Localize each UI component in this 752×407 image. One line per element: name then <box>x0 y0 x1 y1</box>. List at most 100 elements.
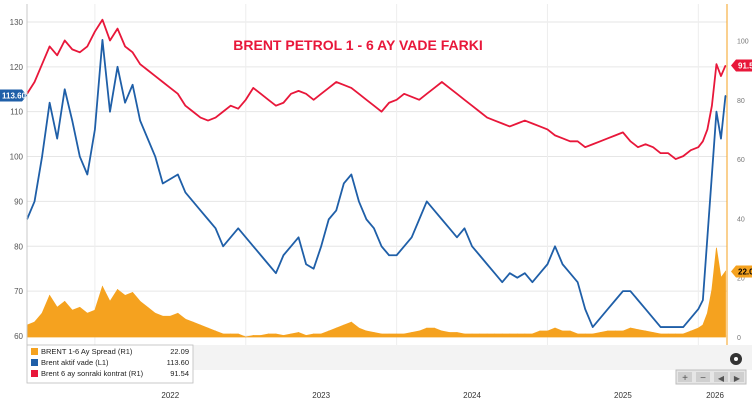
series-point <box>433 87 435 89</box>
series-point <box>350 174 352 175</box>
zoom-controls: + − ◀ ▶ <box>675 369 747 385</box>
spread-point <box>456 332 458 333</box>
legend-box <box>26 344 194 384</box>
spread-point <box>479 333 480 335</box>
series-point <box>41 156 43 158</box>
series-point <box>724 65 726 67</box>
series-point <box>56 138 58 140</box>
series-point <box>86 45 88 47</box>
series-point <box>509 125 511 127</box>
legend-swatch <box>31 348 38 355</box>
series-point <box>343 84 345 86</box>
series-point <box>471 105 473 107</box>
right-tick-label: 20 <box>737 276 745 283</box>
spread-point <box>509 333 511 335</box>
pan-right-button[interactable]: ▶ <box>730 372 744 383</box>
series-point <box>706 128 708 130</box>
series-point <box>690 149 692 151</box>
spread-point <box>222 333 224 335</box>
badge-right-orange: 22.09 <box>731 265 752 278</box>
series-point <box>411 96 413 98</box>
spread-point <box>418 330 420 332</box>
right-tick-label: 100 <box>737 38 749 45</box>
series-point <box>524 120 526 122</box>
spread-point <box>200 324 201 326</box>
spread-point <box>169 315 171 317</box>
spread-point <box>577 333 579 335</box>
series-point <box>192 200 194 202</box>
spread-point <box>660 333 662 335</box>
zoom-out-button[interactable]: − <box>696 372 710 384</box>
series-point <box>109 39 111 41</box>
right-tick-label: 80 <box>737 98 745 105</box>
zoom-in-button[interactable]: + <box>678 372 692 384</box>
value-badges: 113.60 91.54 22.09 <box>0 59 752 278</box>
series-point <box>411 236 413 238</box>
left-tick-label: 60 <box>14 332 23 341</box>
spread-point <box>637 329 639 330</box>
spread-point <box>230 333 232 335</box>
svg-text:◀: ◀ <box>718 374 725 383</box>
spread-point <box>516 333 518 335</box>
spread-point <box>426 327 428 329</box>
series-point <box>177 174 179 175</box>
spread-point <box>501 333 503 335</box>
series-point <box>245 236 247 238</box>
spread-point <box>215 330 216 332</box>
spread-point <box>645 330 646 332</box>
pan-left-button[interactable]: ◀ <box>714 372 728 383</box>
spread-point <box>267 333 269 335</box>
series-point <box>479 111 481 113</box>
series-point <box>702 299 704 301</box>
spread-point <box>139 301 141 302</box>
series-point <box>433 209 435 211</box>
spread-point <box>335 327 337 329</box>
x-tick-label: 2024 <box>463 391 481 400</box>
series-point <box>350 87 352 89</box>
series-point <box>554 134 556 136</box>
series-point <box>237 108 239 110</box>
left-tick-label: 120 <box>10 63 24 72</box>
spread-point <box>494 333 496 335</box>
series-point <box>237 227 239 229</box>
spread-point <box>147 306 149 308</box>
spread-point <box>64 301 66 302</box>
series-point <box>396 99 398 101</box>
series-point <box>494 120 496 122</box>
left-tick-label: 70 <box>14 287 23 296</box>
series-point <box>124 45 126 47</box>
plot-area <box>27 4 727 345</box>
series-point <box>252 87 254 89</box>
series-point <box>320 93 322 95</box>
series-point <box>101 39 103 41</box>
series-point <box>101 19 103 21</box>
series-point <box>192 111 194 113</box>
settings-button[interactable] <box>730 353 742 365</box>
series-point <box>64 88 66 90</box>
series-point <box>132 84 134 86</box>
spread-point <box>607 330 609 332</box>
spread-point <box>396 333 398 335</box>
series-point <box>524 272 526 274</box>
series-point <box>320 245 322 247</box>
series-point <box>169 87 171 89</box>
series-point <box>682 155 684 157</box>
spread-point <box>441 330 443 332</box>
spread-point <box>599 332 601 333</box>
spread-point <box>252 335 254 336</box>
spread-point <box>539 330 541 332</box>
series-point <box>516 122 518 124</box>
series-point <box>328 87 330 89</box>
series-point <box>184 105 186 107</box>
series-point <box>501 122 503 124</box>
series-point <box>697 146 699 148</box>
series-point <box>245 99 247 101</box>
spread-point <box>433 327 435 329</box>
series-point <box>486 263 488 265</box>
series-point <box>456 236 458 238</box>
spread-point <box>49 295 51 296</box>
spread-point <box>207 327 209 329</box>
x-tick-label: 2026 <box>706 391 724 400</box>
spread-point <box>373 332 375 333</box>
series-point <box>629 140 631 142</box>
